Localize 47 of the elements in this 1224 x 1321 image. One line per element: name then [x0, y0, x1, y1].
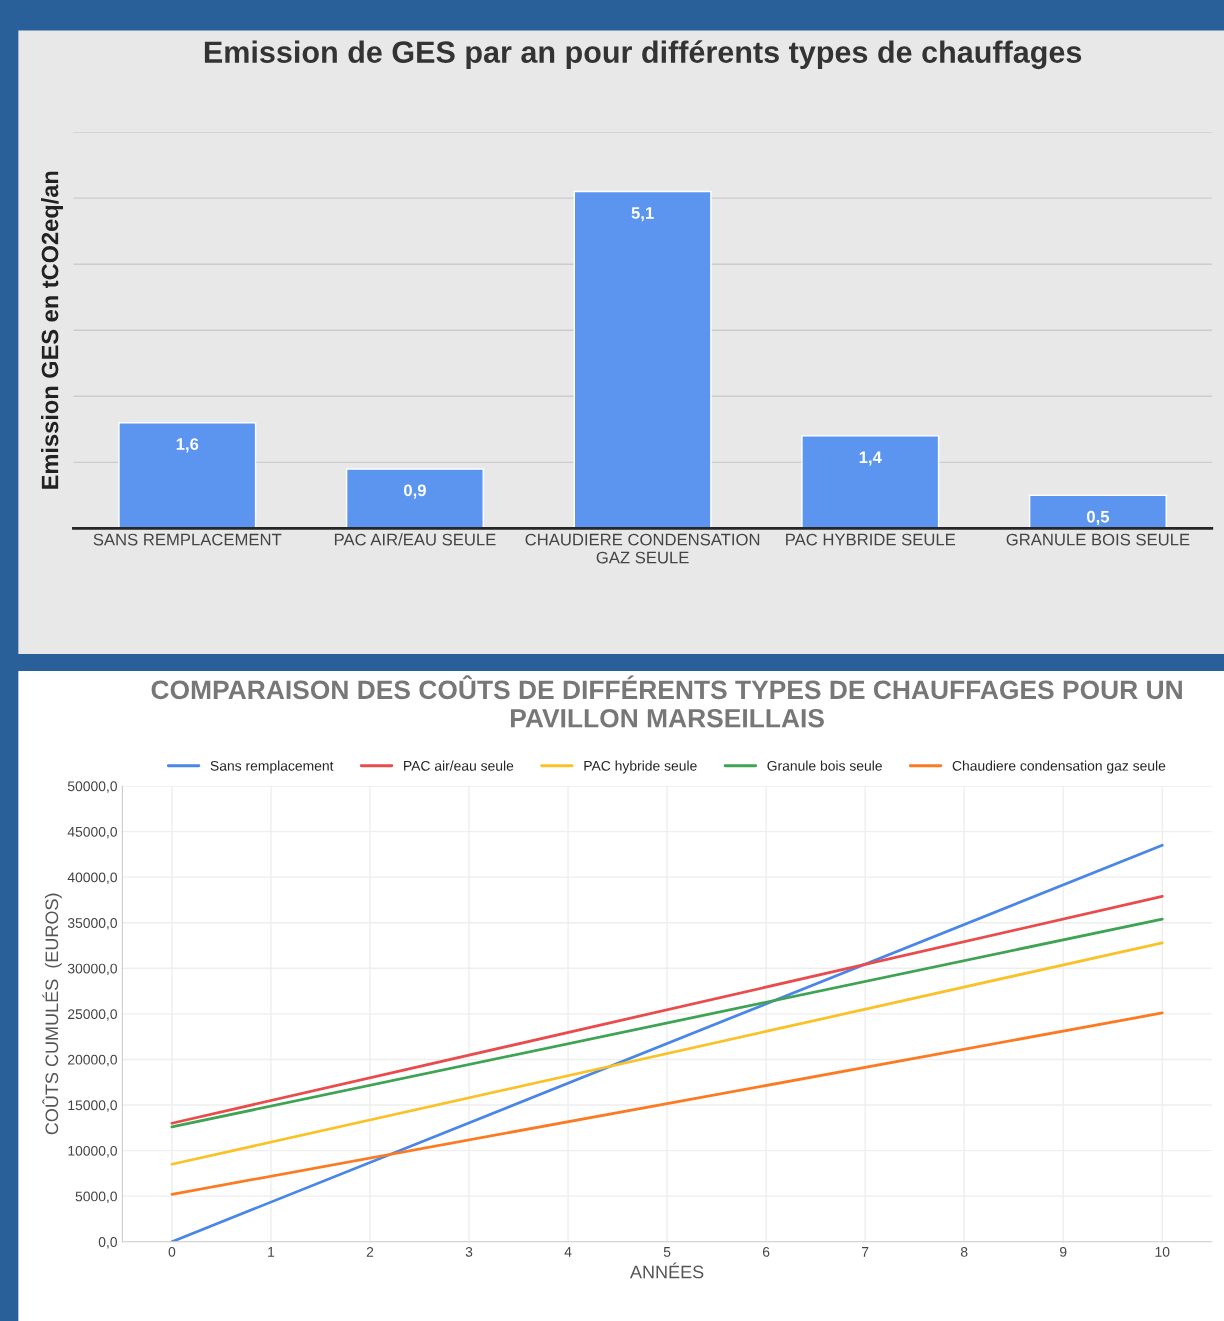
x-tick-label: 0 [168, 1246, 176, 1257]
x-tick-label: 7 [862, 1247, 869, 1257]
y-tick-label: 30000,0 [67, 963, 117, 976]
x-tick-label: GRANULE BOIS SEULE [1006, 533, 1190, 546]
bar [801, 435, 940, 529]
x-tick-label: PAC HYBRIDE SEULE [786, 533, 956, 546]
bar [1028, 494, 1167, 529]
legend-label: PAC hybride seule [584, 760, 697, 774]
bar [118, 422, 257, 529]
chart-title: Emission de GES par an pour différents types de chauffages [204, 40, 1082, 70]
y-tick-label: 15000,0 [68, 1100, 117, 1112]
x-tick-label: 8 [960, 1246, 968, 1257]
x-tick-label: 3 [465, 1246, 473, 1257]
bar [345, 468, 484, 529]
x-tick-label: 5 [663, 1247, 671, 1257]
data-label: 1,6 [176, 438, 199, 453]
legend-label: Sans remplacement [210, 760, 334, 774]
y-tick-label: 20000,0 [68, 1054, 117, 1067]
legend-label: PAC air/eau seule [404, 760, 514, 771]
y-axis-title: COÛTS CUMULÉS (EUROS) [42, 893, 62, 1135]
x-tick-label: 10 [1155, 1246, 1170, 1257]
y-tick-label: 25000,0 [68, 1009, 117, 1021]
chart-title: COMPARAISON DES COÛTS DE DIFFÉRENTS TYPES DE CHAUFFAGES POUR UN PAVILLON MARSEILLAIS [151, 675, 1182, 728]
y-tick-label: 40000,0 [67, 872, 117, 884]
bar [573, 190, 712, 529]
x-axis-title: ANNÉES [629, 1262, 704, 1279]
x-tick-label: 9 [1060, 1246, 1067, 1257]
x-tick-label: 6 [762, 1246, 770, 1257]
x-tick-label: 4 [564, 1247, 572, 1257]
data-label: 0,9 [404, 484, 426, 499]
y-tick-label: 0,0 [98, 1237, 117, 1249]
y-tick-label: 35000,0 [67, 918, 117, 930]
y-tick-label: 50000,0 [67, 781, 117, 793]
y-tick-label: 10000,0 [68, 1145, 117, 1158]
y-axis-title: Emission GES en tCO2eq/an [41, 171, 64, 489]
x-tick-label: 1 [268, 1247, 275, 1257]
data-label: 5,1 [631, 207, 654, 222]
y-tick-label: 5000,0 [75, 1191, 117, 1203]
x-tick-label: SANS REMPLACEMENT [93, 533, 282, 546]
legend-label: Chaudiere condensation gaz seule [952, 760, 1166, 774]
y-tick-label: 45000,0 [67, 826, 117, 839]
x-tick-label: 2 [366, 1246, 374, 1257]
data-label: 1,4 [859, 451, 882, 466]
x-tick-label: PAC AIR/EAU SEULE [334, 533, 496, 546]
legend-label: Granule bois seule [767, 760, 882, 771]
data-label: 0,5 [1087, 510, 1110, 526]
x-tick-label: CHAUDIERE CONDENSATION GAZ SEULE [525, 533, 760, 564]
